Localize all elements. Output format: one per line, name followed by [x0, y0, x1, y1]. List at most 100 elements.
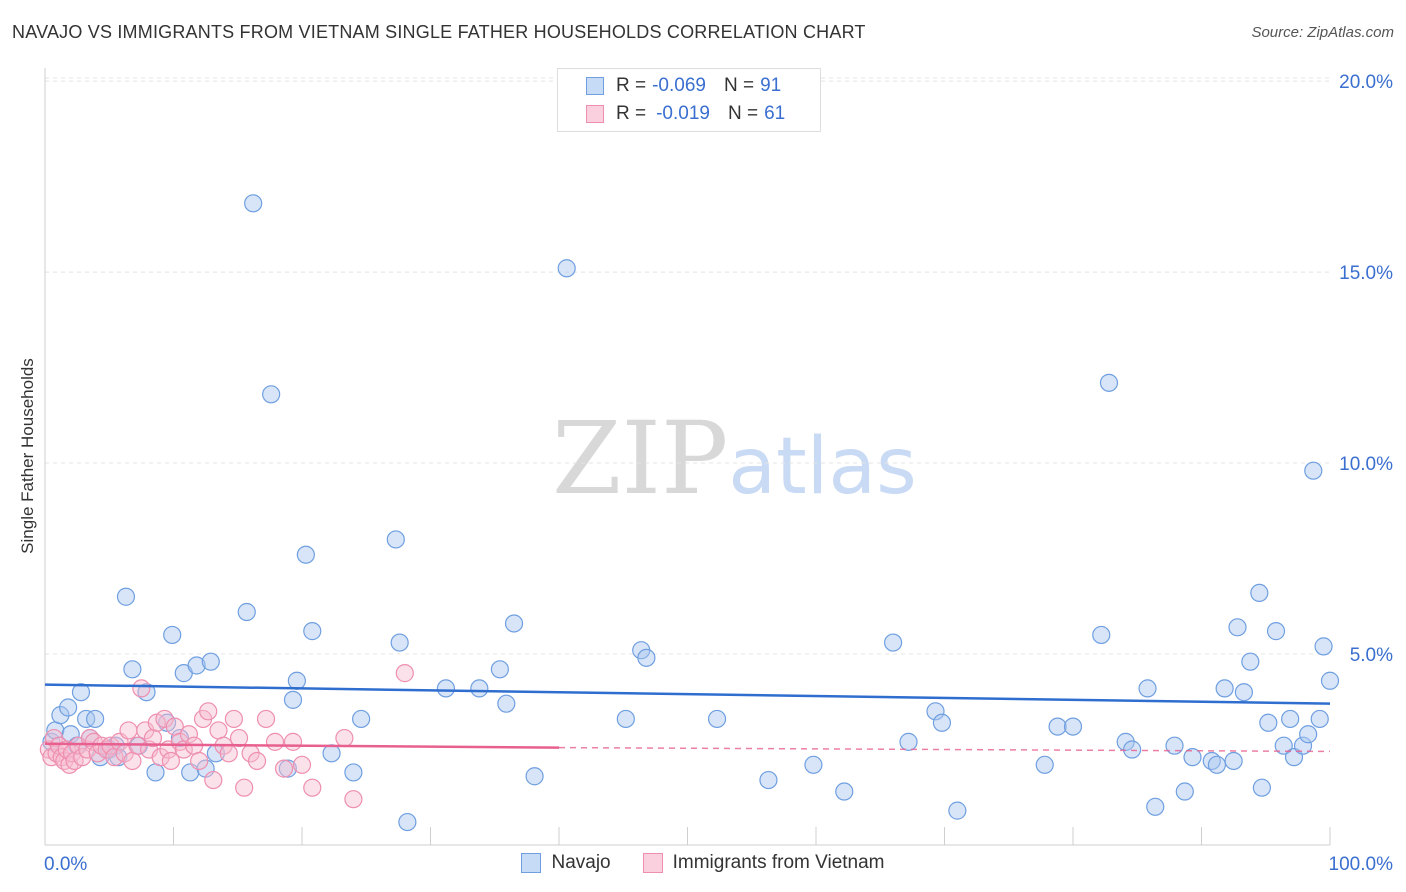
navajo-point — [1320, 671, 1340, 690]
navajo-point — [51, 706, 70, 725]
y-tick-label: 5.0% — [1350, 645, 1393, 666]
legend-item-vietnam: Immigrants from Vietnam — [642, 852, 885, 874]
vietnam-point — [132, 679, 151, 698]
vietnam-point — [335, 728, 354, 748]
navajo-point — [1123, 740, 1142, 759]
series-legend: Navajo Immigrants from Vietnam — [0, 852, 1406, 874]
navajo-point — [187, 656, 206, 675]
vietnam-point — [179, 725, 199, 744]
navajo-swatch — [521, 853, 542, 873]
vietnam-point — [209, 721, 228, 740]
navajo-point — [707, 709, 727, 729]
legend-r-value: -0.069 — [652, 75, 706, 96]
x-tick-label: 100.0% — [1329, 854, 1394, 875]
navajo-point — [436, 679, 456, 698]
vietnam-point — [274, 759, 294, 778]
navajo-point — [490, 660, 509, 679]
navajo-point — [616, 709, 635, 729]
y-tick-label: 20.0% — [1339, 72, 1393, 93]
navajo-point — [1259, 713, 1278, 732]
navajo-point — [1252, 778, 1271, 797]
y-tick-label: 10.0% — [1339, 454, 1393, 475]
navajo-point — [59, 698, 78, 717]
navajo-point — [470, 679, 489, 698]
navajo-point — [116, 587, 136, 606]
navajo-point — [303, 622, 322, 641]
navajo-point — [1304, 461, 1323, 480]
navajo-point — [1207, 755, 1227, 774]
navajo-point — [386, 530, 405, 549]
navajo-trend-line — [44, 683, 1331, 705]
navajo-point — [237, 602, 256, 622]
navajo-point — [398, 812, 417, 832]
navajo-point — [759, 770, 778, 790]
navajo-point — [1092, 625, 1111, 645]
legend-row-navajo: R = -0.069 N = 91 — [586, 75, 781, 97]
vietnam-point — [344, 790, 363, 809]
navajo-point — [262, 385, 281, 404]
navajo-point — [804, 755, 823, 774]
navajo-point — [1099, 373, 1119, 392]
navajo-point — [1138, 679, 1157, 698]
navajo-point — [835, 782, 854, 801]
vietnam-point — [256, 709, 276, 729]
navajo-point — [1165, 736, 1184, 755]
navajo-point — [1266, 622, 1286, 641]
navajo-point — [1183, 748, 1202, 767]
vietnam-point — [265, 732, 285, 751]
navajo-point — [1048, 717, 1067, 736]
navajo-point — [1175, 782, 1194, 801]
vietnam-swatch — [642, 853, 663, 873]
navajo-point — [86, 709, 105, 729]
navajo-point — [1281, 709, 1300, 729]
navajo-point — [1250, 583, 1269, 603]
navajo-point — [244, 194, 263, 213]
vietnam-point — [155, 709, 174, 729]
navajo-point — [146, 763, 165, 782]
legend-n-value: 91 — [760, 75, 782, 96]
navajo-point — [296, 545, 315, 564]
source-label: Source: ZipAtlas.com — [1251, 24, 1394, 41]
navajo-point — [497, 694, 516, 713]
vietnam-point — [204, 770, 223, 790]
x-tick-label: 0.0% — [44, 854, 87, 875]
vietnam-point — [161, 751, 181, 771]
navajo-point — [1310, 709, 1329, 729]
vietnam-trend-line — [44, 742, 560, 749]
legend-n-label: N = — [727, 103, 759, 124]
vietnam-point — [190, 751, 209, 771]
vietnam-point — [235, 778, 254, 797]
navajo-point — [1241, 652, 1260, 671]
navajo-point — [287, 671, 306, 690]
navajo-point — [1293, 736, 1313, 755]
navajo-point — [525, 767, 544, 786]
watermark-atlas: atlas — [728, 422, 917, 512]
vietnam-point — [283, 732, 303, 751]
vietnam-trend-extension — [558, 746, 1331, 753]
navajo-point — [1146, 797, 1165, 816]
navajo-point — [1234, 683, 1254, 702]
vietnam-swatch — [586, 105, 604, 123]
navajo-point — [1035, 755, 1054, 774]
navajo-point — [883, 633, 903, 652]
vietnam-point — [292, 755, 312, 774]
legend-label-navajo: Navajo — [551, 852, 611, 873]
legend-r-label: R = — [616, 103, 647, 124]
navajo-point — [926, 702, 945, 721]
vietnam-point — [143, 728, 163, 748]
vietnam-point — [247, 751, 267, 771]
navajo-point — [557, 259, 576, 278]
legend-row-vietnam: R = -0.019 N = 61 — [586, 103, 785, 125]
vietnam-point — [119, 721, 138, 740]
legend-r-label: R = — [616, 75, 647, 96]
navajo-point — [1063, 717, 1083, 736]
navajo-point — [1228, 618, 1247, 637]
legend-item-navajo: Navajo — [521, 852, 611, 874]
vietnam-point — [303, 778, 322, 797]
navajo-point — [1299, 725, 1318, 744]
navajo-point — [932, 713, 952, 732]
navajo-point — [170, 728, 190, 748]
navajo-point — [390, 633, 409, 652]
navajo-point — [123, 660, 142, 679]
